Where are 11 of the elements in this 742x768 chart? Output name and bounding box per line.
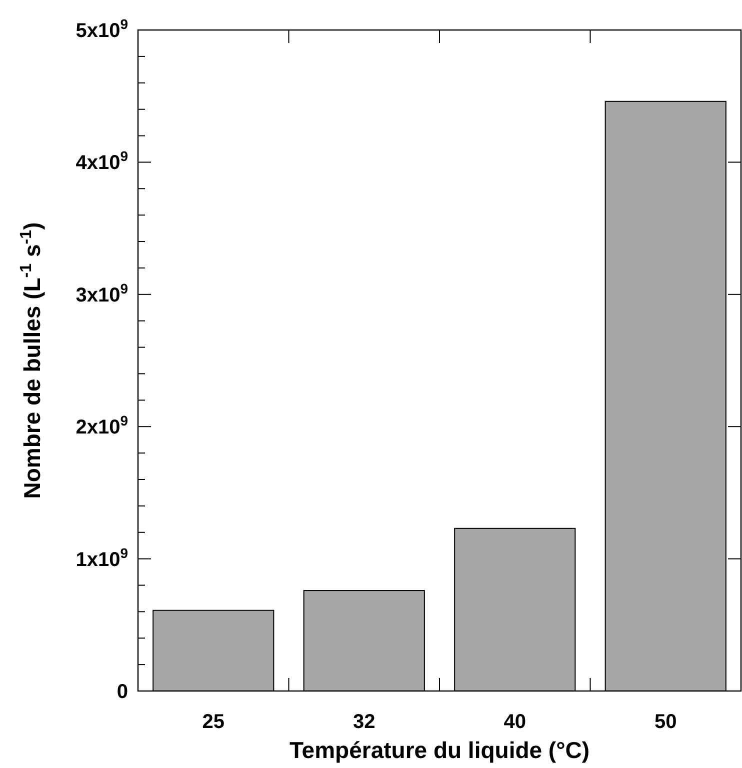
x-axis-title: Température du liquide (°C) [289,737,590,763]
x-tick-label: 25 [202,711,224,733]
x-tick-label: 40 [504,711,526,733]
x-tick-label: 50 [654,711,677,733]
y-tick-label: 3x10$^{9}$ [76,280,128,306]
y-tick-label: 5x10$^{9}$ [76,16,128,42]
y-tick-label: 0 [116,681,128,703]
x-tick-label: 32 [353,711,376,733]
y-tick-label: 1x10$^{9}$ [76,544,128,571]
y-tick-label: 2x10$^{9}$ [76,412,128,439]
y-tick-label: 4x10$^{9}$ [76,148,128,174]
